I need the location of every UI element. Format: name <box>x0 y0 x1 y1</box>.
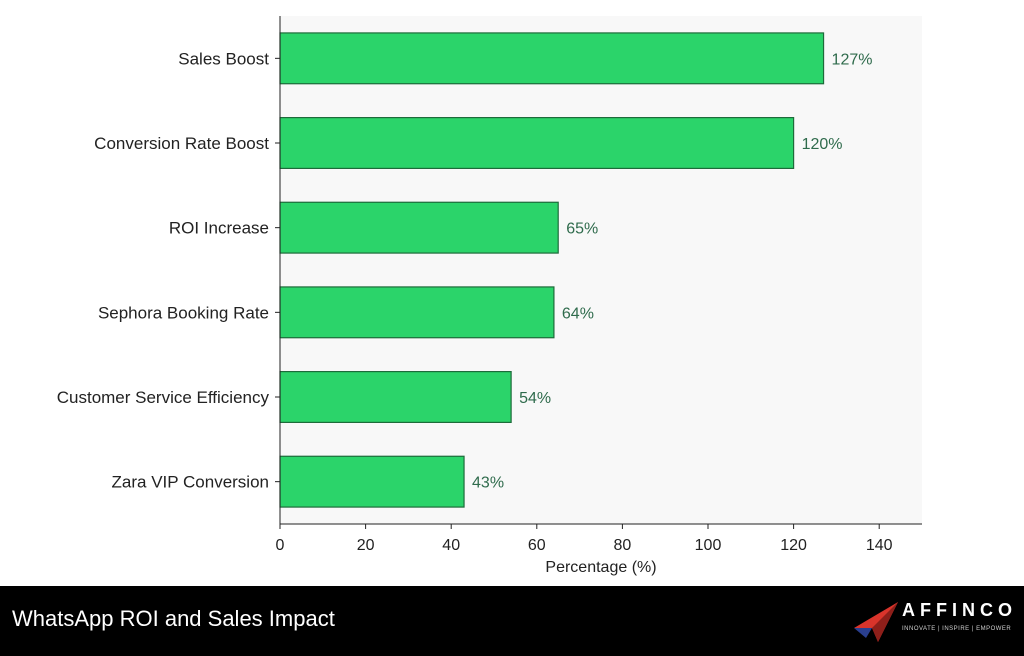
bar-chart: Sales Boost 127% Conversion Rate Boost 120%… <box>57 16 922 576</box>
x-tick-label: 120 <box>780 537 807 554</box>
affinco-logo: AFFINCO INNOVATE | INSPIRE | EMPOWER <box>852 598 1012 646</box>
x-tick-label: 20 <box>357 537 375 554</box>
value-label: 65% <box>566 221 598 238</box>
chart-title: WhatsApp ROI and Sales Impact <box>12 606 335 631</box>
x-tick-label: 140 <box>866 537 893 554</box>
category-label: Sales Boost <box>178 49 269 68</box>
category-label: Zara VIP Conversion <box>112 473 269 492</box>
bar <box>279 371 512 424</box>
bar <box>279 32 825 85</box>
category-label: Customer Service Efficiency <box>57 388 270 407</box>
x-tick-label: 40 <box>442 537 460 554</box>
value-label: 64% <box>562 305 594 322</box>
bar <box>279 455 465 508</box>
bar <box>279 116 795 169</box>
value-label: 127% <box>832 51 873 68</box>
plot-background <box>280 16 922 524</box>
value-label: 54% <box>519 390 551 407</box>
category-label: Sephora Booking Rate <box>98 303 269 322</box>
paper-plane-icon <box>854 602 898 642</box>
x-tick-label: 0 <box>276 537 285 554</box>
x-tick-label: 100 <box>695 537 722 554</box>
chart-area: Sales Boost 127% Conversion Rate Boost 120%… <box>57 16 922 576</box>
logo-wordmark: AFFINCO <box>902 600 1017 620</box>
bar <box>279 286 555 339</box>
x-tick-label: 80 <box>614 537 632 554</box>
category-label: ROI Increase <box>169 219 269 238</box>
value-label: 120% <box>802 136 843 153</box>
category-label: Conversion Rate Boost <box>94 134 269 153</box>
logo-tagline: INNOVATE | INSPIRE | EMPOWER <box>902 626 1012 632</box>
value-label: 43% <box>472 475 504 492</box>
footer-bar: WhatsApp ROI and Sales Impact AFFINCO IN… <box>0 586 1024 656</box>
x-tick-label: 60 <box>528 537 546 554</box>
bar <box>279 201 559 254</box>
x-axis-title: Percentage (%) <box>545 559 656 576</box>
